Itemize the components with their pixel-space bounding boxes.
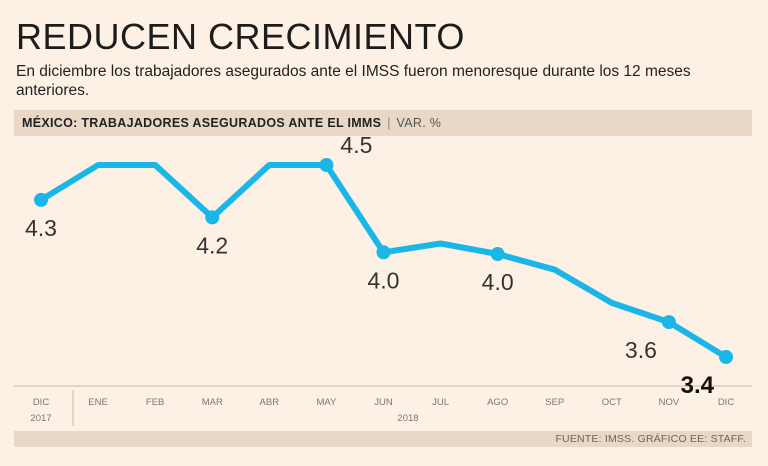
x-tick-label: FEB [146,397,164,408]
chart-header-bar: MÉXICO: TRABAJADORES ASEGURADOS ANTE EL … [14,110,752,136]
data-label: 3.6 [625,337,657,363]
x-tick-label: MAR [202,397,223,408]
x-tick-label: AGO [487,397,508,408]
data-point [719,350,733,364]
x-tick-label: OCT [602,397,622,408]
x-tick-label: ABR [260,397,280,408]
data-label: 4.3 [25,215,57,241]
series-layer [34,158,733,364]
data-point [34,192,48,207]
series-line [38,162,729,360]
chart-title-separator: | [387,116,391,130]
data-label-layer: 4.3 4.2 4.5 4.0 4.0 3.6 3.4 [25,132,715,399]
data-point [490,247,505,262]
data-label: 4.0 [482,269,514,295]
data-point [661,315,676,330]
x-tick-label: DIC [33,397,50,408]
x-tick-label: SEP [545,397,564,408]
data-point [205,210,220,225]
x-tick-label: JUN [374,397,393,408]
page-subtitle: En diciembre los trabajadores asegurados… [16,63,691,99]
data-label: 4.0 [368,267,400,293]
data-label: 4.5 [340,132,372,158]
x-tick-label: NOV [659,397,680,408]
chart-unit: VAR. % [396,116,442,130]
x-tick-label: JUL [432,397,449,408]
x-tick-label: DIC [718,397,735,408]
x-tick-label: ENE [88,397,108,408]
data-point [376,245,391,260]
x-tick-label: MAY [316,397,337,408]
year-label: 2018 [397,413,418,424]
data-label: 4.2 [196,232,228,258]
data-label: 3.4 [681,372,715,399]
year-label: 2017 [30,413,51,424]
data-point [319,158,334,172]
page-title: REDUCEN CRECIMIENTO [16,16,465,57]
x-axis: DIC ENE FEB MAR ABR MAY JUN JUL AGO SEP OCT NOV DIC 2… [14,385,752,426]
chart-title: MÉXICO: TRABAJADORES ASEGURADOS ANTE EL … [22,116,382,130]
source-footer: FUENTE: IMSS. GRÁFICO EE: STAFF. [14,431,752,447]
